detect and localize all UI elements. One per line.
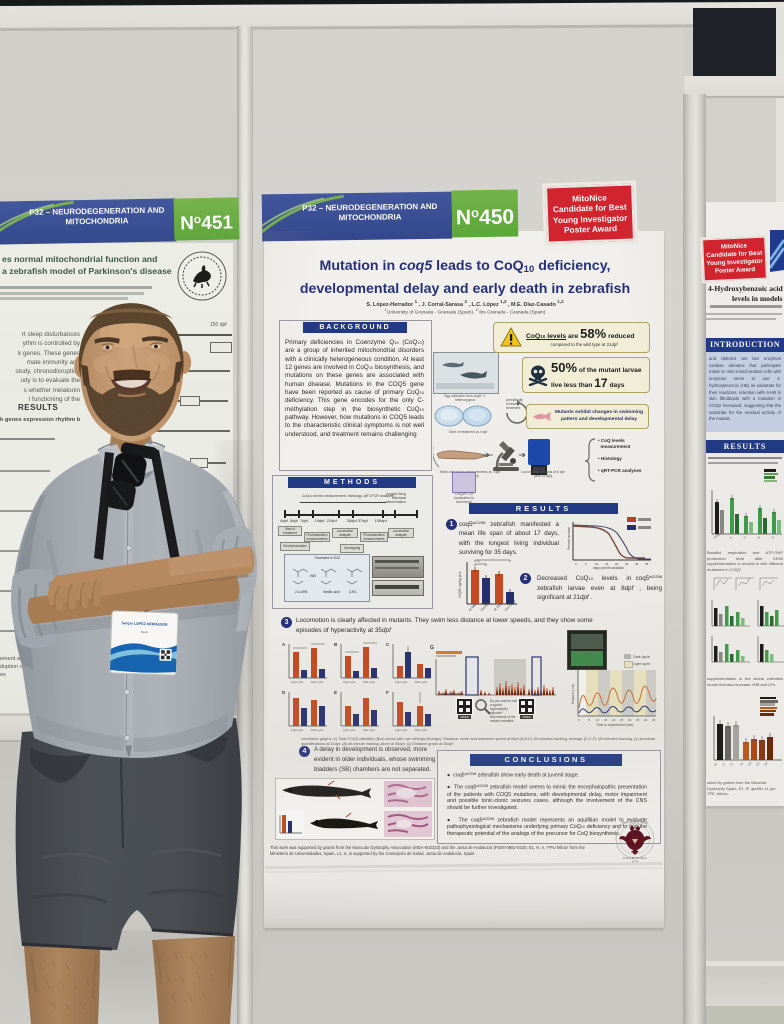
svg-text:Light cycle: Light cycle [291,728,304,732]
svg-text:40: 40 [644,718,648,722]
svg-text:35: 35 [636,718,640,722]
svg-text:10: 10 [596,718,600,722]
svg-text:45: 45 [652,718,656,722]
svg-text:B: B [334,642,338,647]
svg-text:30: 30 [628,718,632,722]
svg-text:m1: m1 [739,761,745,767]
svg-text:D E G R A N A D A: D E G R A N A D A [623,856,646,860]
svg-text:F: F [386,690,389,695]
svg-text:2,4-diHB: 2,4-diHB [295,590,307,594]
svg-text:20: 20 [615,562,619,566]
svg-text:m3: m3 [755,761,761,767]
svg-text:Dark cycle: Dark cycle [363,680,376,684]
svg-text:1531: 1531 [632,860,639,864]
svg-text:c1: c1 [721,761,726,766]
svg-text:Spain: Spain [140,630,148,634]
svg-text:Distance (cm): Distance (cm) [571,684,575,704]
svg-text:Light cycle: Light cycle [291,680,304,684]
svg-text:5: 5 [588,718,590,722]
svg-text:Percent survival: Percent survival [567,527,571,550]
svg-text:20: 20 [612,718,616,722]
svg-text:0: 0 [575,562,577,566]
svg-text:15: 15 [605,562,609,566]
svg-text:5: 5 [585,562,587,566]
svg-text:m4: m4 [763,761,769,767]
svg-text:Time in experiment (min): Time in experiment (min) [596,723,633,727]
svg-text:Light cycle: Light cycle [343,680,356,684]
svg-text:days post fecundation: days post fecundation [593,566,624,570]
svg-text:wt 8dpf: wt 8dpf [467,602,477,612]
svg-text:Dark cycle: Dark cycle [363,728,376,732]
svg-text:E: E [334,690,337,695]
svg-text:c2: c2 [729,761,734,766]
svg-text:c3: c3 [756,535,761,540]
svg-text:mut 8dpf: mut 8dpf [479,600,491,612]
svg-text:**: ** [477,560,480,564]
svg-text:Sergio LOPEZ HERRADOR: Sergio LOPEZ HERRADOR [122,621,168,627]
svg-text:15: 15 [604,718,608,722]
svg-text:A: A [282,642,286,647]
svg-text:c2: c2 [742,535,747,540]
svg-text:c1: c1 [728,535,733,540]
svg-text:wt: wt [713,762,718,767]
svg-text:25: 25 [625,562,629,566]
svg-text:wt 21dpf: wt 21dpf [492,601,503,612]
svg-text:U N I V E R S I D A D: U N I V E R S I D A D [622,821,649,825]
svg-text:10: 10 [595,562,599,566]
svg-text:Dark cycle: Dark cycle [415,728,428,732]
svg-text:Light cycle: Light cycle [343,728,356,732]
svg-text:m2: m2 [747,761,753,767]
svg-text:Dark cycle: Dark cycle [311,680,324,684]
svg-text:Vanillic acid: Vanillic acid [323,590,340,594]
svg-text:D: D [282,690,286,695]
svg-text:***: *** [491,558,496,561]
svg-text:Dark cycle: Dark cycle [415,680,428,684]
svg-text:β-RA: β-RA [349,590,357,594]
svg-text:Light cycle: Light cycle [395,680,408,684]
svg-text:CoQ10 ng/mg prot: CoQ10 ng/mg prot [458,572,462,598]
svg-text:c4: c4 [770,535,775,540]
svg-text:35: 35 [645,562,649,566]
svg-text:Dark cycle: Dark cycle [311,728,324,732]
svg-text:0: 0 [578,718,580,722]
svg-text:C: C [386,642,390,647]
svg-text:control: control [712,532,721,540]
svg-text:Light cycle: Light cycle [395,728,408,732]
svg-text:G: G [430,645,434,651]
svg-text:30: 30 [635,562,639,566]
svg-text:25: 25 [620,718,624,722]
